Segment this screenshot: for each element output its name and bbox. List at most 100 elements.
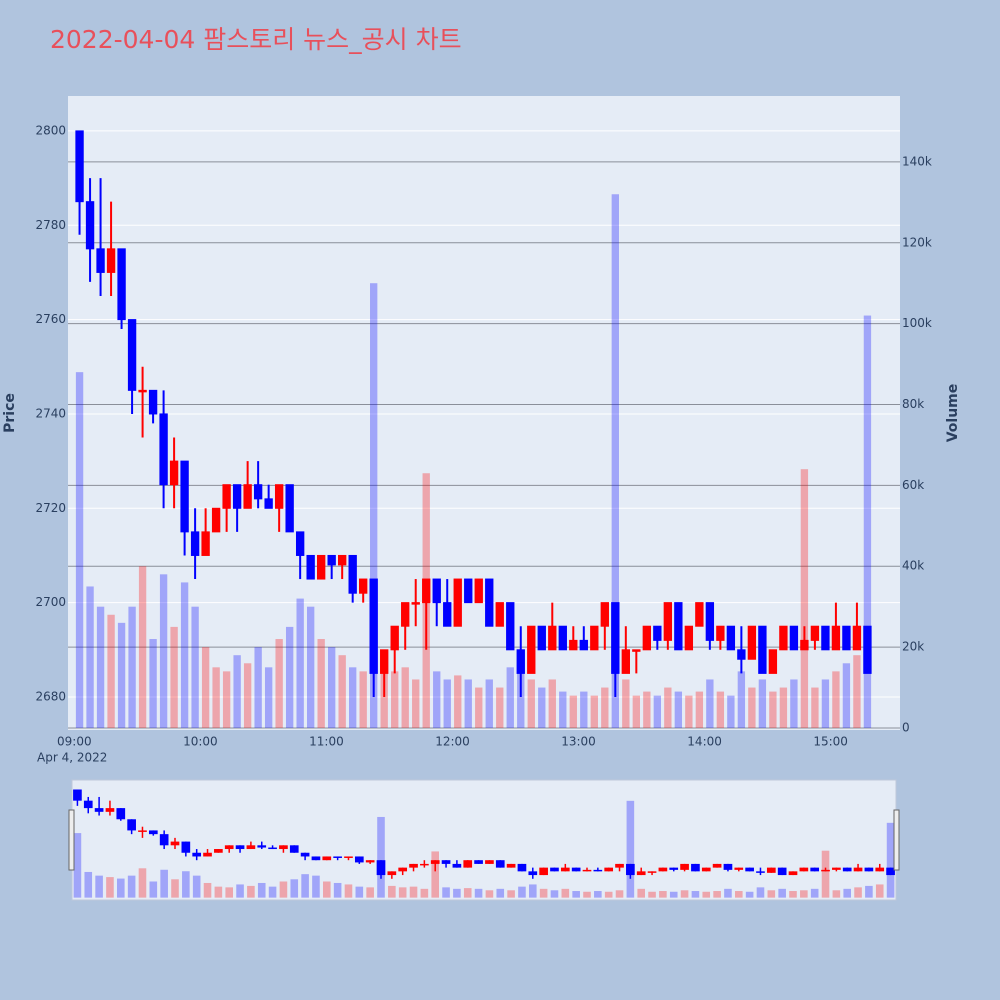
y-tick-label: 2700 xyxy=(35,595,66,609)
x-tick-label: 13:00 xyxy=(561,735,596,749)
slider-candle-body xyxy=(723,863,733,870)
candle-body xyxy=(674,602,683,651)
volume-bar xyxy=(769,691,777,728)
chart-title: 2022-04-04 팜스토리 뉴스_공시 차트 xyxy=(50,25,462,54)
slider-volume-bar xyxy=(116,878,125,898)
volume-bar xyxy=(748,687,756,728)
slider-candle-body xyxy=(441,860,451,864)
slider-volume-bar xyxy=(604,891,613,898)
slider-candle-body xyxy=(94,808,104,812)
slider-volume-bar xyxy=(290,879,299,898)
slider-volume-bar xyxy=(485,890,494,898)
slider-candle-body xyxy=(636,871,646,876)
slider-candle-body xyxy=(148,830,158,835)
slider-candle-body xyxy=(864,867,874,872)
volume-bar xyxy=(611,194,619,728)
candle-body xyxy=(117,248,126,321)
slider-volume-bar xyxy=(171,879,179,898)
slider-volume-bar xyxy=(73,833,82,898)
slider-handle[interactable] xyxy=(68,809,75,871)
volume-bar xyxy=(580,691,588,728)
candle-body xyxy=(527,625,536,674)
slider-volume-bar xyxy=(95,875,103,898)
volume-bar xyxy=(359,671,367,728)
slider-volume-bar xyxy=(257,882,266,898)
candle-body xyxy=(127,319,137,391)
slider-volume-bar xyxy=(734,891,743,898)
x-date-label: Apr 4, 2022 xyxy=(37,751,107,765)
slider-volume-bar xyxy=(192,875,201,898)
volume-bar xyxy=(821,679,830,728)
candle-body xyxy=(306,554,315,580)
slider-volume-bar xyxy=(854,887,862,898)
slider-volume-bar xyxy=(160,869,168,898)
volume-bar xyxy=(863,315,872,728)
slider-volume-bar xyxy=(583,891,591,898)
slider-volume-bar xyxy=(214,886,223,898)
slider-volume-bar xyxy=(756,887,765,898)
candle-body xyxy=(85,201,95,250)
slider-candle-body xyxy=(268,847,277,850)
y-axis-title: Price xyxy=(2,393,18,433)
slider-candle-body xyxy=(886,867,895,876)
volume-bar xyxy=(128,606,136,728)
slider-volume-bar xyxy=(442,887,450,898)
volume-bar xyxy=(170,626,178,728)
slider-candle-body xyxy=(430,860,440,864)
candle-body xyxy=(558,625,567,651)
slider-volume-bar xyxy=(637,888,646,898)
volume-bar xyxy=(117,622,126,728)
candle-body xyxy=(632,649,641,652)
candle-body xyxy=(411,602,420,605)
slider-candle-body xyxy=(279,845,288,850)
slider-volume-bar xyxy=(127,875,136,898)
slider-volume-bar xyxy=(843,888,852,898)
volume-bar xyxy=(180,582,189,728)
slider-candle-body xyxy=(409,863,418,868)
candle-body xyxy=(390,625,399,651)
candle-body xyxy=(758,625,767,674)
range-slider[interactable] xyxy=(71,779,897,901)
slider-candle-body xyxy=(615,863,624,868)
volume-bar xyxy=(212,667,220,728)
slider-candle-body xyxy=(398,867,408,872)
slider-volume-bar xyxy=(268,886,277,898)
volume-bar xyxy=(685,695,693,728)
slider-candle-body xyxy=(73,789,82,801)
slider-candle-body xyxy=(322,856,332,861)
candle-body xyxy=(211,507,221,533)
slider-volume-bar xyxy=(474,888,483,898)
candle-body xyxy=(716,625,725,641)
slider-candle-body xyxy=(387,871,397,876)
slider-volume-bar xyxy=(724,888,732,898)
slider-volume-bar xyxy=(279,881,288,898)
slider-volume-bar xyxy=(832,890,841,898)
candle-body xyxy=(831,625,841,651)
volume-bar xyxy=(401,667,409,728)
slider-volume-bar xyxy=(203,882,212,898)
volume-bar xyxy=(433,671,441,728)
volume-bar xyxy=(391,671,399,728)
slider-volume-bar xyxy=(507,890,515,898)
volume-bar xyxy=(96,606,105,728)
slider-handle[interactable] xyxy=(893,809,900,871)
candle-body xyxy=(789,625,799,651)
slider-candle-body xyxy=(756,871,765,873)
slider-candle-body xyxy=(658,867,668,872)
slider-candle-body xyxy=(127,819,136,831)
candle-body xyxy=(653,625,662,641)
slider-volume-bar xyxy=(398,887,407,898)
volume-bar xyxy=(643,691,651,728)
volume-bar xyxy=(275,639,283,728)
candle-body xyxy=(842,625,851,651)
slider-volume-bar xyxy=(745,891,754,898)
candle-body xyxy=(316,554,326,580)
volume-bar xyxy=(233,655,241,728)
slider-candle-body xyxy=(593,869,603,872)
y2-tick-label: 120k xyxy=(902,235,932,249)
slider-candle-body xyxy=(517,863,527,872)
volume-bar xyxy=(75,372,84,728)
candle-body xyxy=(432,578,441,604)
slider-candle-body xyxy=(571,867,581,872)
